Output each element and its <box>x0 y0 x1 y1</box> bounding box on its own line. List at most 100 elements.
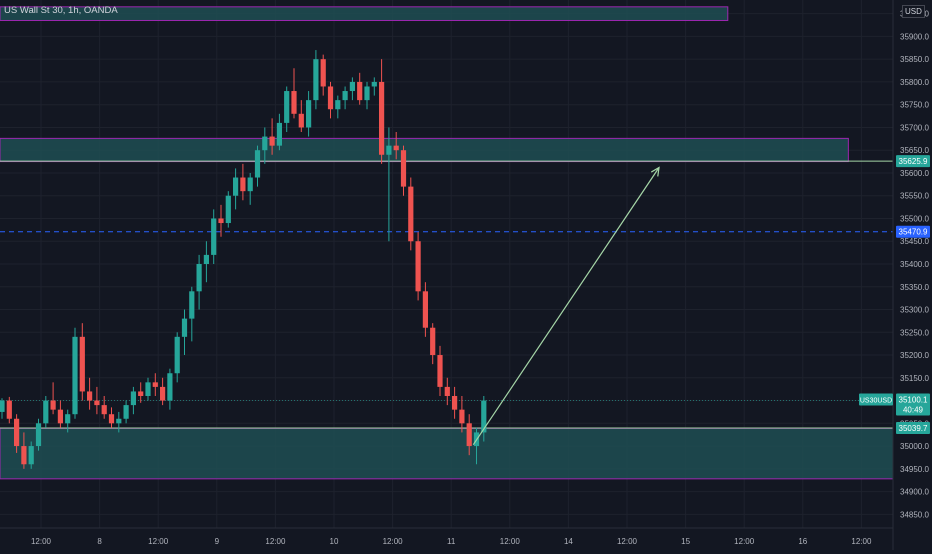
candle-body <box>371 81 377 87</box>
candle-body <box>189 291 195 319</box>
arrow-shaft <box>472 167 660 446</box>
candle-body <box>203 254 209 264</box>
candle-body <box>167 373 173 401</box>
candle-body <box>269 136 275 146</box>
x-tick-label: 11 <box>447 537 456 546</box>
candle-body <box>437 355 443 387</box>
x-tick-label: 12:00 <box>148 537 169 546</box>
candle-body <box>65 414 71 424</box>
candle-body <box>393 145 399 151</box>
price-label-bg <box>896 421 930 434</box>
x-tick-label: 12:00 <box>734 537 755 546</box>
candle-body <box>233 177 239 196</box>
candle-body <box>43 400 49 424</box>
price-label: 35039.7 <box>899 424 928 433</box>
candle-body <box>174 336 180 374</box>
candle-body <box>327 86 334 110</box>
candle-body <box>284 91 290 123</box>
candle-body <box>225 195 231 224</box>
candle-body <box>379 81 385 155</box>
candle-body <box>466 423 472 447</box>
candle-body <box>415 241 421 292</box>
arrow-head <box>650 166 660 177</box>
y-tick-label: 34900.0 <box>900 488 929 497</box>
candle-body <box>181 318 188 337</box>
candle-body <box>342 91 348 101</box>
candle-body <box>459 409 465 424</box>
currency-badge[interactable]: USD <box>902 5 925 18</box>
x-tick-label: 12:00 <box>851 537 872 546</box>
y-tick-label: 35200.0 <box>900 351 929 360</box>
candle-body <box>335 100 341 110</box>
candle-body <box>320 59 326 87</box>
candle-body <box>400 150 407 187</box>
candle-body <box>101 405 107 415</box>
candle-body <box>72 336 78 415</box>
price-label: 35625.9 <box>899 157 928 166</box>
x-tick-label: 16 <box>798 537 807 546</box>
candle-body <box>79 336 85 392</box>
y-tick-label: 35150.0 <box>900 374 929 383</box>
y-tick-label: 34850.0 <box>900 510 929 519</box>
x-tick-label: 12:00 <box>31 537 52 546</box>
candle-body <box>35 423 42 447</box>
current-price-label-bg <box>896 393 930 416</box>
x-tick-label: 12:00 <box>265 537 286 546</box>
candle-body <box>481 400 487 433</box>
x-tick-label: 14 <box>564 537 573 546</box>
y-tick-label: 35750.0 <box>900 101 929 110</box>
zones <box>0 6 894 480</box>
candle-body <box>123 405 129 419</box>
candle-body <box>313 59 319 101</box>
candle-body <box>276 122 282 146</box>
candle-body <box>430 327 436 356</box>
y-tick-label: 35900.0 <box>900 32 929 41</box>
y-tick-label: 35850.0 <box>900 55 929 64</box>
candle-body <box>357 81 363 101</box>
candle-body <box>408 186 414 242</box>
x-tick-label: 9 <box>215 537 220 546</box>
candle-body <box>6 400 12 419</box>
x-tick-label: 15 <box>681 537 690 546</box>
candle-body <box>218 218 224 224</box>
candle-body <box>422 291 428 328</box>
x-tick-label: 12:00 <box>500 537 521 546</box>
x-tick-label: 8 <box>97 537 102 546</box>
candle-body <box>94 400 100 406</box>
x-tick-label: 10 <box>330 537 339 546</box>
candle-body <box>160 386 166 401</box>
price-label: 35470.9 <box>899 228 928 237</box>
candle-body <box>386 145 392 155</box>
candle-body <box>444 386 450 396</box>
supply-demand-zone <box>0 427 894 480</box>
candle-body <box>108 414 115 424</box>
price-label-bg <box>896 225 930 238</box>
symbol-label-bg <box>859 393 893 406</box>
y-tick-label: 35550.0 <box>900 192 929 201</box>
y-tick-label: 35000.0 <box>900 442 929 451</box>
candle-body <box>50 400 56 410</box>
y-tick-label: 35500.0 <box>900 214 929 223</box>
candle-body <box>349 81 355 92</box>
candle-body <box>130 391 136 406</box>
current-price-label: 35100.1 <box>899 396 928 405</box>
candle-body <box>145 382 151 396</box>
candle-body <box>364 86 370 101</box>
y-tick-label: 35250.0 <box>900 328 929 337</box>
time-axis: 12:00 8 12:00 9 12:00 10 12:00 11 12:00 14 12:00 15… <box>0 527 893 546</box>
candle-body <box>87 391 93 401</box>
y-tick-label: 35800.0 <box>900 78 929 87</box>
y-tick-label: 34950.0 <box>900 465 929 474</box>
candle-body <box>138 391 144 396</box>
price-labels: 35625.9 35470.9 35039.7 US30USD 35100.140:49 <box>859 155 930 434</box>
supply-demand-zone <box>0 137 849 163</box>
countdown-label: 40:49 <box>903 406 924 415</box>
symbol-title: US Wall St 30, 1h, OANDA <box>4 5 118 16</box>
projection-arrow <box>472 166 660 446</box>
price-axis-bg <box>893 0 932 550</box>
candle-body <box>152 382 158 387</box>
candle-body <box>0 400 5 412</box>
price-axis: 35950.035900.035850.035800.035750.035700… <box>892 0 932 550</box>
